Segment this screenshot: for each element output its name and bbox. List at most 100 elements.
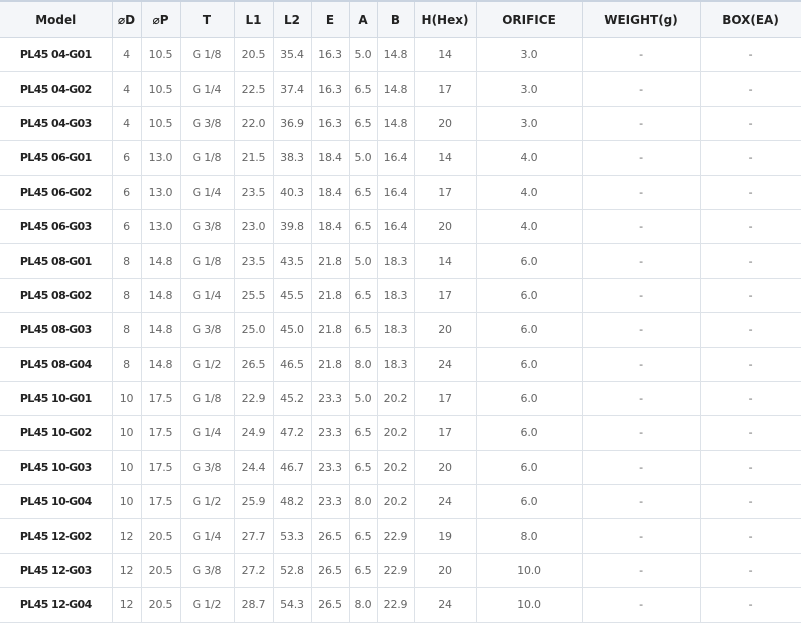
cell-orifice: 6.0 (475, 380, 583, 417)
cell-l1: 27.2 (233, 552, 274, 589)
header-row: Model ⌀D ⌀P T L1 L2 E A B H(Hex) ORIFICE WEIGHT(g) B… (0, 1, 801, 38)
cell-weight-g: - (581, 449, 701, 486)
cell-p: 14.8 (140, 243, 181, 279)
cell-a: 6.5 (348, 174, 378, 210)
cell-b: 22.9 (376, 518, 415, 554)
table-row: PL45 12-G03 12 20.5 G 3/8 27.2 52.8 26.5 6.5 22.… (0, 552, 801, 589)
cell-l2: 37.4 (272, 71, 312, 107)
cell-b: 16.4 (376, 174, 415, 210)
cell-a: 6.5 (348, 449, 378, 486)
cell-h-hex: 20 (413, 208, 477, 245)
model-cell: PL45 10-G04 (0, 484, 113, 520)
cell-orifice: 3.0 (475, 36, 583, 73)
cell-t: G 3/8 (179, 449, 235, 486)
cell-e: 26.5 (310, 552, 350, 589)
cell-box-ea: - (699, 415, 801, 451)
cell-l2: 52.8 (272, 552, 312, 589)
table-row: PL45 10-G02 10 17.5 G 1/4 24.9 47.2 23.3 6.5 20.… (0, 415, 801, 451)
cell-p: 10.5 (140, 105, 181, 142)
column-header-h-hex: H(Hex) (413, 1, 477, 38)
cell-l1: 21.5 (233, 140, 274, 176)
cell-weight-g: - (581, 587, 701, 623)
cell-l2: 47.2 (272, 415, 312, 451)
table-row: PL45 06-G02 6 13.0 G 1/4 23.5 40.3 18.4 6.5 16.4… (0, 174, 801, 210)
cell-e: 16.3 (310, 105, 350, 142)
cell-weight-g: - (581, 71, 701, 107)
cell-orifice: 6.0 (475, 312, 583, 348)
cell-b: 18.3 (376, 312, 415, 348)
cell-l2: 38.3 (272, 140, 312, 176)
cell-a: 6.5 (348, 71, 378, 107)
cell-weight-g: - (581, 484, 701, 520)
cell-d: 4 (111, 71, 142, 107)
cell-l1: 24.9 (233, 415, 274, 451)
cell-l2: 35.4 (272, 36, 312, 73)
cell-orifice: 6.0 (475, 346, 583, 382)
cell-h-hex: 14 (413, 36, 477, 73)
cell-t: G 1/8 (179, 140, 235, 176)
cell-t: G 3/8 (179, 105, 235, 142)
cell-d: 10 (111, 484, 142, 520)
model-cell: PL45 04-G03 (0, 105, 113, 142)
model-cell: PL45 12-G02 (0, 518, 113, 554)
cell-box-ea: - (699, 140, 801, 176)
cell-l2: 46.5 (272, 346, 312, 382)
model-cell: PL45 04-G02 (0, 71, 113, 107)
cell-a: 8.0 (348, 587, 378, 623)
model-cell: PL45 08-G03 (0, 312, 113, 348)
cell-l2: 36.9 (272, 105, 312, 142)
model-cell: PL45 06-G01 (0, 140, 113, 176)
cell-b: 22.9 (376, 587, 415, 623)
cell-d: 10 (111, 449, 142, 486)
cell-d: 12 (111, 587, 142, 623)
cell-p: 20.5 (140, 552, 181, 589)
column-header-a: A (348, 1, 378, 38)
cell-p: 20.5 (140, 518, 181, 554)
cell-b: 20.2 (376, 380, 415, 417)
cell-t: G 1/2 (179, 587, 235, 623)
cell-a: 6.5 (348, 208, 378, 245)
cell-box-ea: - (699, 312, 801, 348)
cell-l2: 39.8 (272, 208, 312, 245)
cell-weight-g: - (581, 36, 701, 73)
column-header-l1: L1 (233, 1, 274, 38)
cell-p: 17.5 (140, 484, 181, 520)
cell-a: 5.0 (348, 380, 378, 417)
cell-t: G 3/8 (179, 208, 235, 245)
cell-orifice: 8.0 (475, 518, 583, 554)
column-header-d: ⌀D (111, 1, 142, 38)
cell-e: 21.8 (310, 312, 350, 348)
cell-h-hex: 24 (413, 587, 477, 623)
cell-l2: 48.2 (272, 484, 312, 520)
table-row: PL45 04-G01 4 10.5 G 1/8 20.5 35.4 16.3 5.0 14.8… (0, 36, 801, 73)
cell-box-ea: - (699, 518, 801, 554)
cell-t: G 1/4 (179, 518, 235, 554)
cell-box-ea: - (699, 208, 801, 245)
cell-d: 10 (111, 380, 142, 417)
cell-orifice: 4.0 (475, 140, 583, 176)
cell-e: 23.3 (310, 380, 350, 417)
cell-box-ea: - (699, 484, 801, 520)
cell-e: 18.4 (310, 208, 350, 245)
cell-a: 6.5 (348, 105, 378, 142)
cell-p: 17.5 (140, 380, 181, 417)
cell-box-ea: - (699, 71, 801, 107)
cell-weight-g: - (581, 174, 701, 210)
cell-d: 8 (111, 312, 142, 348)
cell-h-hex: 14 (413, 243, 477, 279)
table-row: PL45 08-G02 8 14.8 G 1/4 25.5 45.5 21.8 6.5 18.3… (0, 277, 801, 314)
cell-box-ea: - (699, 380, 801, 417)
cell-a: 8.0 (348, 346, 378, 382)
cell-l1: 25.9 (233, 484, 274, 520)
cell-weight-g: - (581, 552, 701, 589)
cell-l2: 53.3 (272, 518, 312, 554)
column-header-l2: L2 (272, 1, 312, 38)
cell-orifice: 10.0 (475, 587, 583, 623)
cell-p: 14.8 (140, 277, 181, 314)
cell-a: 6.5 (348, 415, 378, 451)
cell-p: 17.5 (140, 415, 181, 451)
cell-box-ea: - (699, 105, 801, 142)
cell-box-ea: - (699, 243, 801, 279)
model-cell: PL45 12-G03 (0, 552, 113, 589)
